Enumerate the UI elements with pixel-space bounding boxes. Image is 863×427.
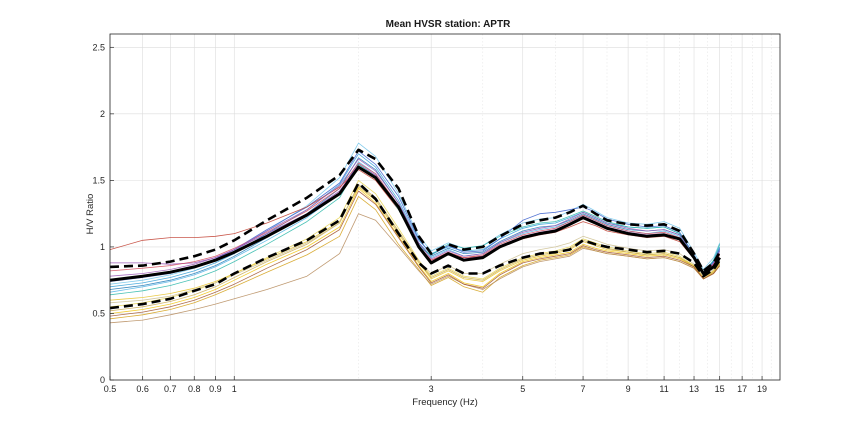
y-tick-label: 0 — [100, 375, 105, 385]
window-curve — [109, 183, 721, 312]
x-tick-label: 0.5 — [104, 384, 117, 394]
axes-box — [109, 33, 781, 381]
y-axis-label: H/V Ratio — [85, 194, 96, 235]
window-curve — [109, 190, 721, 317]
x-tick-label: 13 — [689, 384, 699, 394]
grid — [109, 34, 780, 381]
x-tick-label: 0.6 — [136, 384, 149, 394]
x-tick-label: 0.8 — [188, 384, 201, 394]
x-tick-label: 19 — [757, 384, 767, 394]
window-curve — [109, 213, 721, 324]
x-tick-label: 0.7 — [164, 384, 177, 394]
mean-plus-std-curve — [109, 148, 721, 273]
y-tick-label: 1.5 — [92, 175, 105, 185]
series-group — [109, 142, 721, 324]
x-tick-label: 15 — [715, 384, 725, 394]
window-curve — [109, 187, 721, 314]
mean-minus-std-curve — [109, 181, 721, 310]
x-tick-label: 1 — [232, 384, 237, 394]
x-axis-label: Frequency (Hz) — [412, 397, 477, 408]
chart-title: Mean HVSR station: APTR — [386, 19, 511, 30]
x-tick-label: 9 — [626, 384, 631, 394]
mean-curve — [109, 165, 721, 282]
x-tick-label: 0.9 — [209, 384, 222, 394]
x-tick-label: 5 — [520, 384, 525, 394]
x-tick-label: 7 — [581, 384, 586, 394]
y-tick-label: 2 — [100, 109, 105, 119]
ticks: 0.5 0.6 0.7 0.8 0.9 1 3 5 7 9 11 13 15 17 1900.511.522… — [92, 42, 767, 394]
y-tick-label: 0.5 — [92, 308, 105, 318]
y-tick-label: 2.5 — [92, 42, 105, 52]
y-tick-label: 1 — [100, 242, 105, 252]
x-tick-label: 17 — [737, 384, 747, 394]
window-curve — [109, 158, 721, 277]
x-tick-label: 3 — [429, 384, 434, 394]
x-tick-label: 11 — [659, 384, 668, 394]
